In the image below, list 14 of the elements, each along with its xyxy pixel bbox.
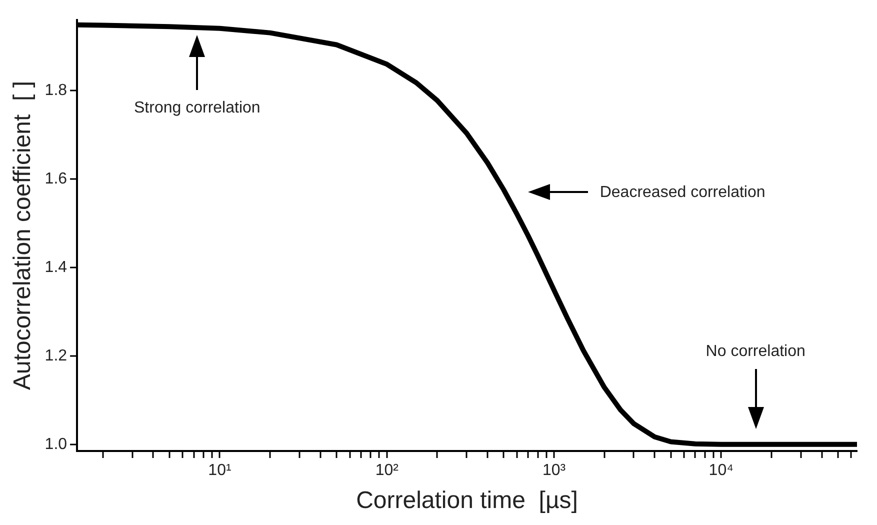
- x-tick-label: 10³: [542, 462, 566, 480]
- y-axis-title: Autocorrelation coefficient [ ]: [9, 80, 36, 390]
- y-tick-label: 1.2: [44, 347, 68, 364]
- y-tick-label: 1.4: [44, 258, 68, 276]
- annotation: Deacreased correlation: [600, 184, 766, 201]
- annotation: Strong correlation: [134, 99, 260, 116]
- y-tick-label: 1.6: [44, 170, 68, 188]
- x-tick-label: 10¹: [208, 462, 232, 480]
- annotation: No correlation: [706, 342, 806, 360]
- x-axis-title: Correlation time [µs]: [356, 487, 578, 514]
- x-tick-label: 10⁴: [708, 462, 734, 480]
- x-tick-label: 10²: [375, 462, 400, 480]
- y-tick-label: 1.0: [44, 436, 68, 453]
- y-tick-label: 1.8: [44, 82, 68, 100]
